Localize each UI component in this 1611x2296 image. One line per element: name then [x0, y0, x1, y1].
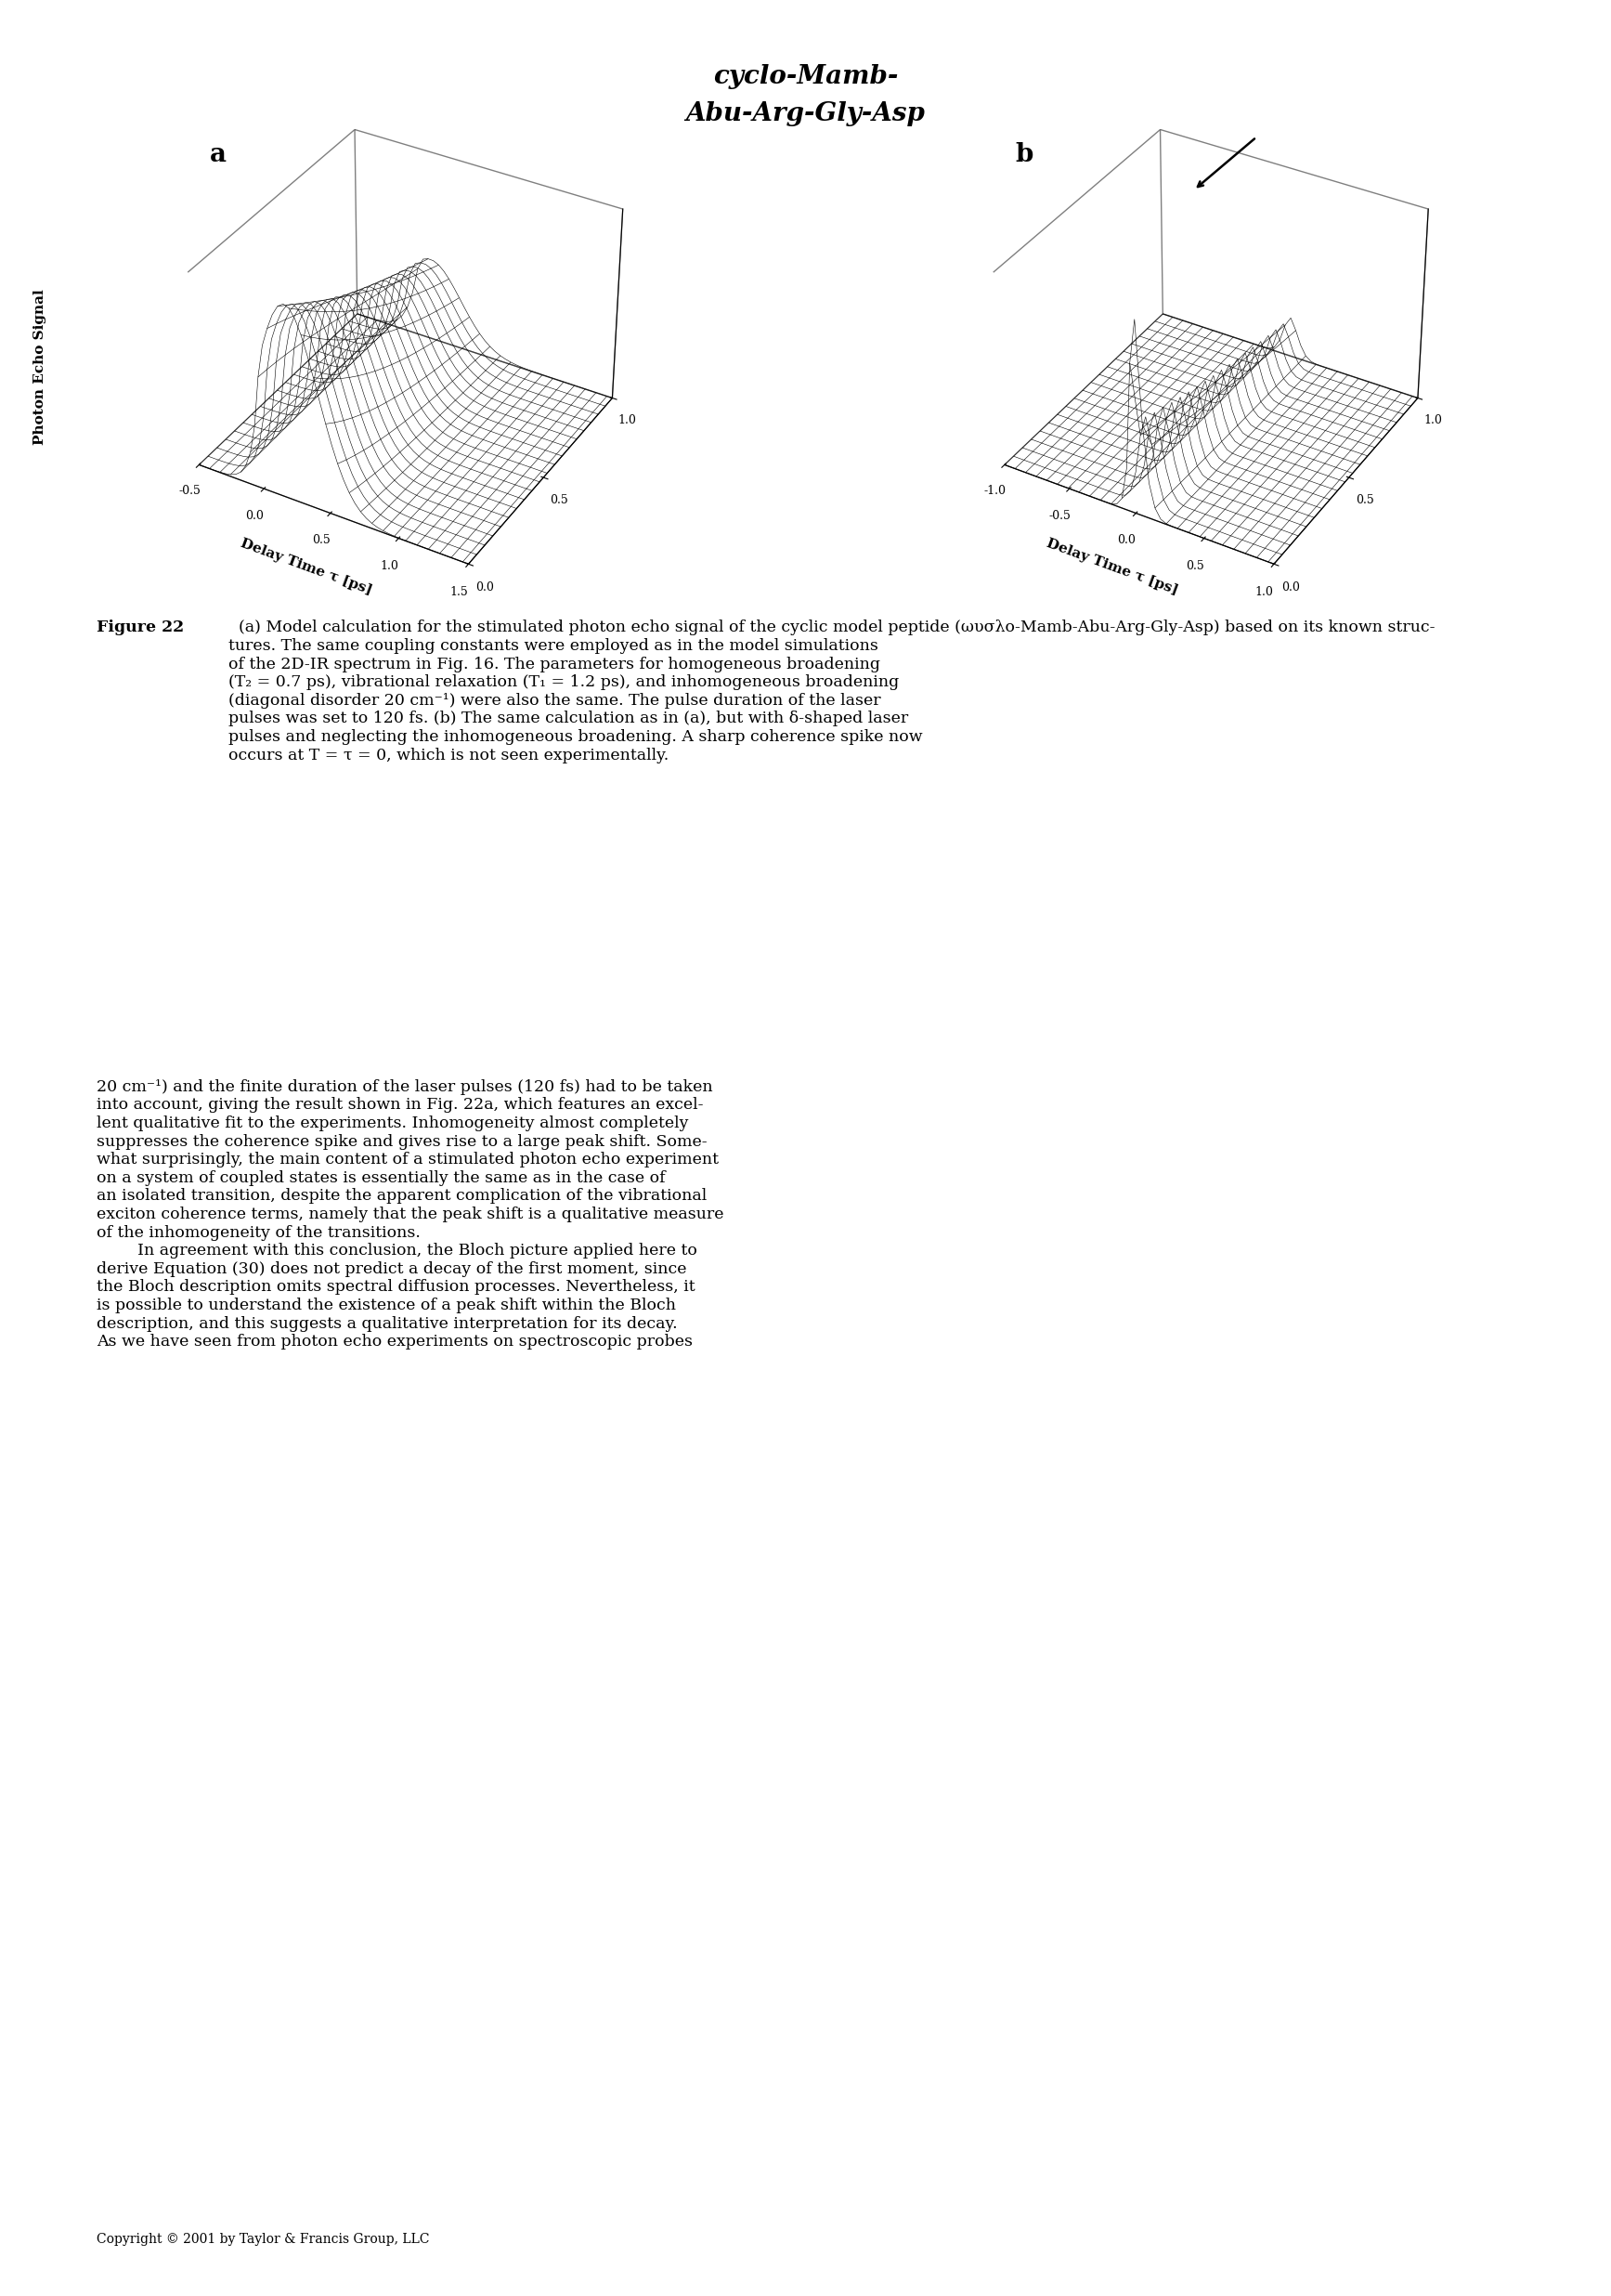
Text: 20 cm⁻¹) and the finite duration of the laser pulses (120 fs) had to be taken
in: 20 cm⁻¹) and the finite duration of the …: [97, 1079, 723, 1350]
Text: (a) Model calculation for the stimulated photon echo signal of the cyclic model : (a) Model calculation for the stimulated…: [229, 620, 1435, 762]
Text: b: b: [1015, 142, 1033, 168]
Text: cyclo-Mamb-: cyclo-Mamb-: [714, 64, 897, 90]
Text: Photon Echo Signal: Photon Echo Signal: [34, 289, 47, 445]
X-axis label: Delay Time τ [ps]: Delay Time τ [ps]: [1044, 537, 1179, 597]
Text: Abu-Arg-Gly-Asp: Abu-Arg-Gly-Asp: [686, 101, 925, 126]
Text: a: a: [209, 142, 227, 168]
Text: Figure 22: Figure 22: [97, 620, 184, 636]
X-axis label: Delay Time τ [ps]: Delay Time τ [ps]: [238, 537, 374, 597]
Text: Copyright © 2001 by Taylor & Francis Group, LLC: Copyright © 2001 by Taylor & Francis Gro…: [97, 2232, 430, 2245]
